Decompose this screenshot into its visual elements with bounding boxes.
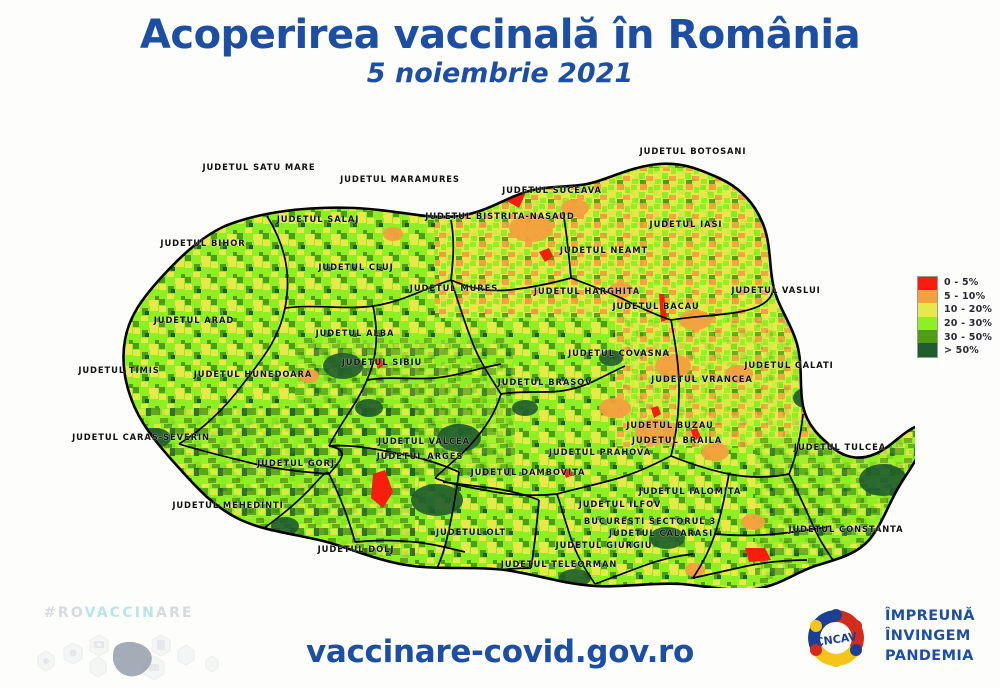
hashtag-highlight: VACCIN (84, 605, 157, 621)
dna-icon (177, 644, 195, 666)
romania-map-icon (112, 641, 152, 677)
legend-row: > 50% (917, 343, 997, 359)
website-url[interactable]: vaccinare-covid.gov.ro (305, 634, 695, 670)
hashtag-prefix: #RO (44, 605, 85, 621)
legend-swatch (917, 343, 938, 359)
map-legend: 0 - 5% 5 - 10% 10 - 20% 20 - 30% 30 - 50% > 5… (917, 275, 997, 359)
legend-row: 0 - 5% (917, 275, 997, 291)
cncav-tagline-line: PANDEMIA (885, 648, 974, 664)
syringe-icon (37, 650, 55, 672)
watermark-icons (37, 634, 219, 681)
legend-row: 5 - 10% (917, 289, 997, 304)
hashtag-suffix: ARE (156, 605, 194, 621)
map-fill-layer (123, 163, 915, 588)
cncav-tagline-line: ÎNVINGEM (885, 628, 971, 644)
cncav-logo-block: CNCAV ÎMPREUNĂ ÎNVINGEM PANDEMIA (795, 600, 1000, 676)
mask-icon (63, 642, 83, 665)
county-borders (178, 211, 840, 588)
legend-row: 20 - 30% (917, 316, 997, 331)
camera-icon (89, 634, 109, 657)
legend-row: 10 - 20% (917, 303, 997, 317)
legend-swatch (917, 303, 938, 317)
header: Acoperirea vaccinală în România 5 noiemb… (0, 14, 1000, 89)
national-border (122, 162, 915, 588)
legend-label: > 50% (944, 345, 980, 357)
svg-text:CNCAV: CNCAV (815, 630, 859, 649)
legend-swatch (917, 275, 938, 291)
cncav-tagline: ÎMPREUNĂ ÎNVINGEM PANDEMIA (885, 606, 975, 666)
romania-choropleth-map: JUDETUL SATU MARE JUDETUL MARAMURES JUDETU… (55, 108, 915, 588)
id-card-icon (143, 655, 165, 681)
virus-icon (89, 656, 107, 678)
vaccine-vial-icon (151, 634, 171, 657)
rovaccinare-hashtag: #ROVACCINARE (44, 605, 194, 621)
legend-row: 30 - 50% (917, 330, 997, 344)
low-coverage-cluster (299, 199, 765, 577)
legend-swatch (917, 316, 938, 331)
cncav-logo-icon: CNCAV (808, 609, 864, 667)
rovaccinare-watermark: #ROVACCINARE (28, 600, 228, 681)
page-title: Acoperirea vaccinală în România (139, 12, 861, 58)
pill-icon (205, 655, 219, 673)
cncav-tagline-line: ÎMPREUNĂ (885, 608, 975, 624)
legend-swatch (917, 289, 938, 304)
page-subtitle: 5 noiembrie 2021 (366, 58, 634, 89)
legend-label: 0 - 5% (944, 277, 979, 289)
high-coverage-cluster (139, 350, 907, 587)
map-svg (122, 162, 915, 588)
legend-label: 30 - 50% (944, 331, 993, 343)
legend-label: 10 - 20% (944, 304, 993, 316)
legend-label: 5 - 10% (944, 290, 986, 302)
legend-swatch (917, 330, 938, 344)
legend-label: 20 - 30% (944, 318, 993, 330)
